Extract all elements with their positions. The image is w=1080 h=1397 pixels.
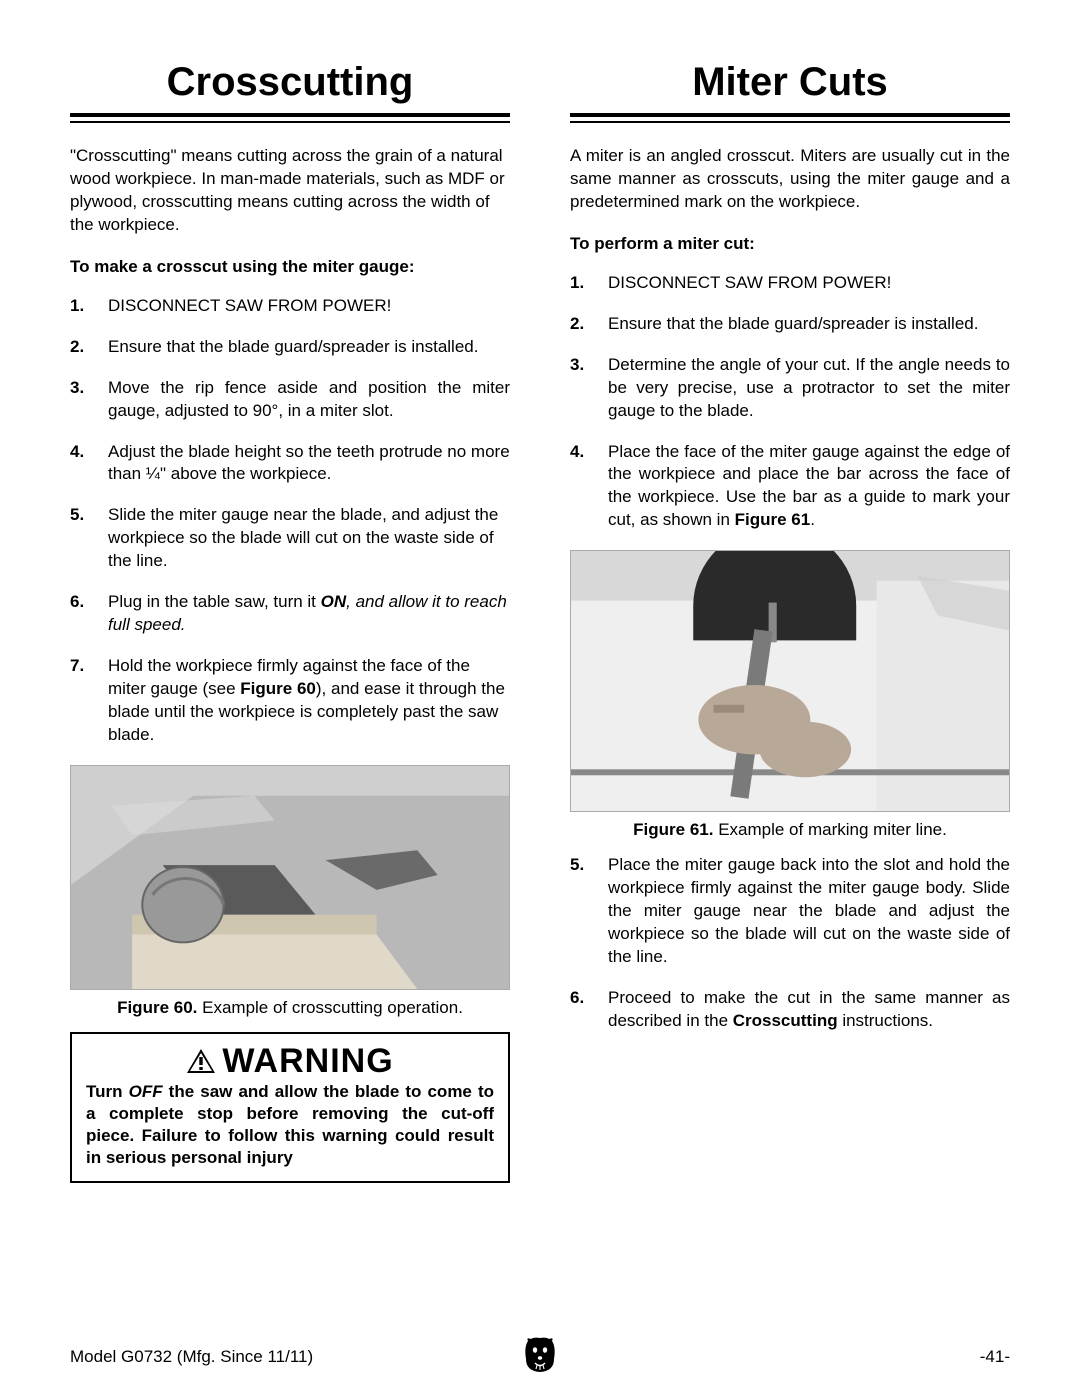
page-columns: Crosscutting "Crosscutting" means cuttin… <box>70 60 1010 1183</box>
intro-text: A miter is an angled crosscut. Miters ar… <box>570 145 1010 214</box>
step-5: Place the miter gauge back into the slot… <box>570 854 1010 969</box>
footer-model: Model G0732 (Mfg. Since 11/11) <box>70 1347 540 1367</box>
miter-steps-continued: Place the miter gauge back into the slot… <box>570 854 1010 1033</box>
step-7: Hold the workpiece firmly against the fa… <box>70 655 510 747</box>
warning-triangle-icon <box>186 1048 216 1074</box>
step-3: Move the rip fence aside and position th… <box>70 377 510 423</box>
warning-box: WARNING Turn OFF the saw and allow the b… <box>70 1032 510 1183</box>
miter-steps: DISCONNECT SAW FROM POWER! Ensure that t… <box>570 272 1010 532</box>
heading-crosscutting: Crosscutting <box>70 60 510 105</box>
step-6: Proceed to make the cut in the same mann… <box>570 987 1010 1033</box>
warning-body: Turn OFF the saw and allow the blade to … <box>86 1081 494 1169</box>
heading-miter-cuts: Miter Cuts <box>570 60 1010 105</box>
step-4: Place the face of the miter gauge agains… <box>570 441 1010 533</box>
right-column: Miter Cuts A miter is an angled crosscut… <box>570 60 1010 1183</box>
heading-divider <box>570 113 1010 123</box>
step-5: Slide the miter gauge near the blade, an… <box>70 504 510 573</box>
footer-logo <box>524 1337 556 1378</box>
procedure-heading: To make a crosscut using the miter gauge… <box>70 257 510 277</box>
step-2: Ensure that the blade guard/spreader is … <box>570 313 1010 336</box>
step-1: DISCONNECT SAW FROM POWER! <box>70 295 510 318</box>
figure-60 <box>70 765 510 990</box>
figure-61-caption: Figure 61. Example of marking miter line… <box>570 820 1010 840</box>
crosscut-steps: DISCONNECT SAW FROM POWER! Ensure that t… <box>70 295 510 747</box>
heading-divider <box>70 113 510 123</box>
procedure-heading: To perform a miter cut: <box>570 234 1010 254</box>
step-1: DISCONNECT SAW FROM POWER! <box>570 272 1010 295</box>
page-footer: Model G0732 (Mfg. Since 11/11) -41- <box>70 1347 1010 1367</box>
bear-icon <box>524 1337 556 1373</box>
footer-page-number: -41- <box>540 1347 1010 1367</box>
intro-text: "Crosscutting" means cutting across the … <box>70 145 510 237</box>
step-6: Plug in the table saw, turn it ON, and a… <box>70 591 510 637</box>
step-2: Ensure that the blade guard/spreader is … <box>70 336 510 359</box>
figure-61 <box>570 550 1010 812</box>
warning-label: WARNING <box>222 1042 393 1081</box>
figure-60-caption: Figure 60. Example of crosscutting opera… <box>70 998 510 1018</box>
step-4: Adjust the blade height so the teeth pro… <box>70 441 510 487</box>
warning-header: WARNING <box>86 1042 494 1081</box>
left-column: Crosscutting "Crosscutting" means cuttin… <box>70 60 510 1183</box>
step-3: Determine the angle of your cut. If the … <box>570 354 1010 423</box>
